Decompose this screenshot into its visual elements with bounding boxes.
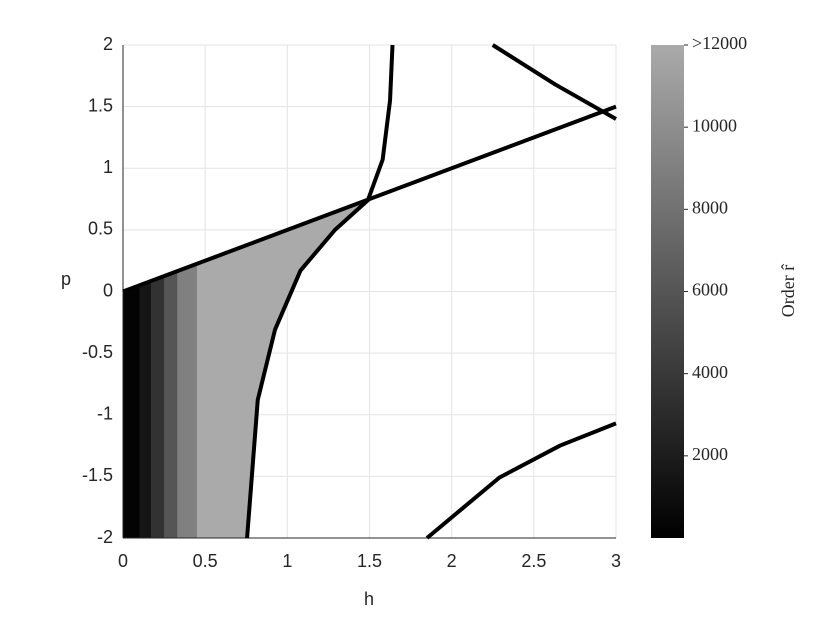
y-tick-label: 1	[103, 157, 113, 177]
x-axis-label: h	[364, 589, 374, 609]
colorbar-label: Order r̂	[778, 264, 798, 317]
y-tick-label: 0.5	[88, 219, 113, 239]
heat-cell	[164, 200, 178, 538]
y-tick-label: 1.5	[88, 95, 113, 115]
x-tick-label: 2.5	[521, 551, 546, 571]
curve	[245, 44, 395, 539]
y-tick-label: 2	[103, 34, 113, 54]
x-tick-label: 2	[447, 551, 457, 571]
colorbar-tick-label: 6000	[692, 280, 728, 300]
y-axis-label: p	[61, 269, 71, 289]
curve	[491, 43, 617, 121]
curve	[425, 421, 617, 540]
x-tick-label: 0	[118, 551, 128, 571]
y-tick-label: -1	[97, 404, 113, 424]
x-tick-label: 1.5	[357, 551, 382, 571]
heat-cell	[177, 200, 198, 538]
x-tick-label: 1	[282, 551, 292, 571]
colorbar-tick-label: 8000	[692, 197, 728, 217]
colorbar-tick-label: 4000	[692, 362, 728, 382]
heat-cell	[139, 200, 152, 538]
colorbar-tick-label: 10000	[692, 115, 737, 135]
y-tick-label: -0.5	[82, 342, 113, 362]
y-tick-label: -2	[97, 527, 113, 547]
y-tick-label: -1.5	[82, 465, 113, 485]
y-tick-label: 0	[103, 280, 113, 300]
x-tick-label: 3	[611, 551, 621, 571]
heat-cell	[150, 200, 165, 538]
colorbar-tick-label: >12000	[692, 33, 747, 53]
colorbar-tick-label: 2000	[692, 444, 728, 464]
x-tick-label: 0.5	[193, 551, 218, 571]
colorbar	[651, 45, 684, 538]
